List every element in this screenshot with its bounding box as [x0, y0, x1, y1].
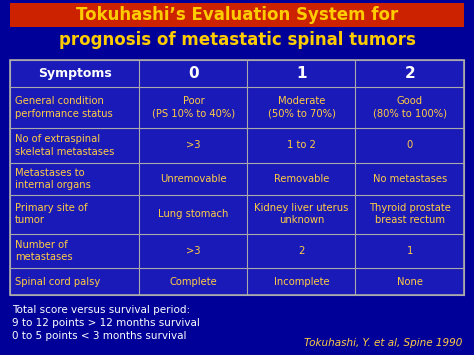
Text: Number of
metastases: Number of metastases: [15, 240, 73, 262]
Text: Removable: Removable: [274, 174, 329, 184]
Text: None: None: [397, 277, 423, 286]
Text: Incomplete: Incomplete: [273, 277, 329, 286]
Text: No metastases: No metastases: [373, 174, 447, 184]
Text: Good
(80% to 100%): Good (80% to 100%): [373, 96, 447, 119]
Text: General condition
performance status: General condition performance status: [15, 96, 113, 119]
Text: 9 to 12 points > 12 months survival: 9 to 12 points > 12 months survival: [12, 318, 200, 328]
Text: Complete: Complete: [170, 277, 217, 286]
Text: >3: >3: [186, 246, 201, 256]
Text: 1: 1: [407, 246, 413, 256]
Text: Unremovable: Unremovable: [160, 174, 227, 184]
FancyBboxPatch shape: [10, 3, 464, 27]
Text: Spinal cord palsy: Spinal cord palsy: [15, 277, 100, 286]
Text: 1: 1: [296, 66, 307, 81]
Text: No of extraspinal
skeletal metastases: No of extraspinal skeletal metastases: [15, 134, 114, 157]
Text: Lung stomach: Lung stomach: [158, 209, 228, 219]
Text: 0: 0: [407, 141, 413, 151]
Text: prognosis of metastatic spinal tumors: prognosis of metastatic spinal tumors: [59, 31, 415, 49]
Text: Moderate
(50% to 70%): Moderate (50% to 70%): [267, 96, 336, 119]
Text: Total score versus survival period:: Total score versus survival period:: [12, 305, 190, 315]
Text: Symptoms: Symptoms: [38, 67, 111, 80]
Text: Tokuhashi’s Evaluation System for: Tokuhashi’s Evaluation System for: [76, 6, 398, 24]
Text: Thyroid prostate
breast rectum: Thyroid prostate breast rectum: [369, 203, 451, 225]
Text: >3: >3: [186, 141, 201, 151]
Text: 2: 2: [298, 246, 305, 256]
Text: Poor
(PS 10% to 40%): Poor (PS 10% to 40%): [152, 96, 235, 119]
FancyBboxPatch shape: [10, 60, 464, 295]
Text: 2: 2: [404, 66, 415, 81]
Text: Primary site of
tumor: Primary site of tumor: [15, 203, 88, 225]
Text: Metastases to
internal organs: Metastases to internal organs: [15, 168, 91, 190]
Text: 0: 0: [188, 66, 199, 81]
Text: Kidney liver uterus
unknown: Kidney liver uterus unknown: [254, 203, 349, 225]
Text: 0 to 5 points < 3 months survival: 0 to 5 points < 3 months survival: [12, 331, 186, 341]
Text: 1 to 2: 1 to 2: [287, 141, 316, 151]
Text: Tokuhashi, Y. et al, Spine 1990: Tokuhashi, Y. et al, Spine 1990: [304, 338, 462, 348]
